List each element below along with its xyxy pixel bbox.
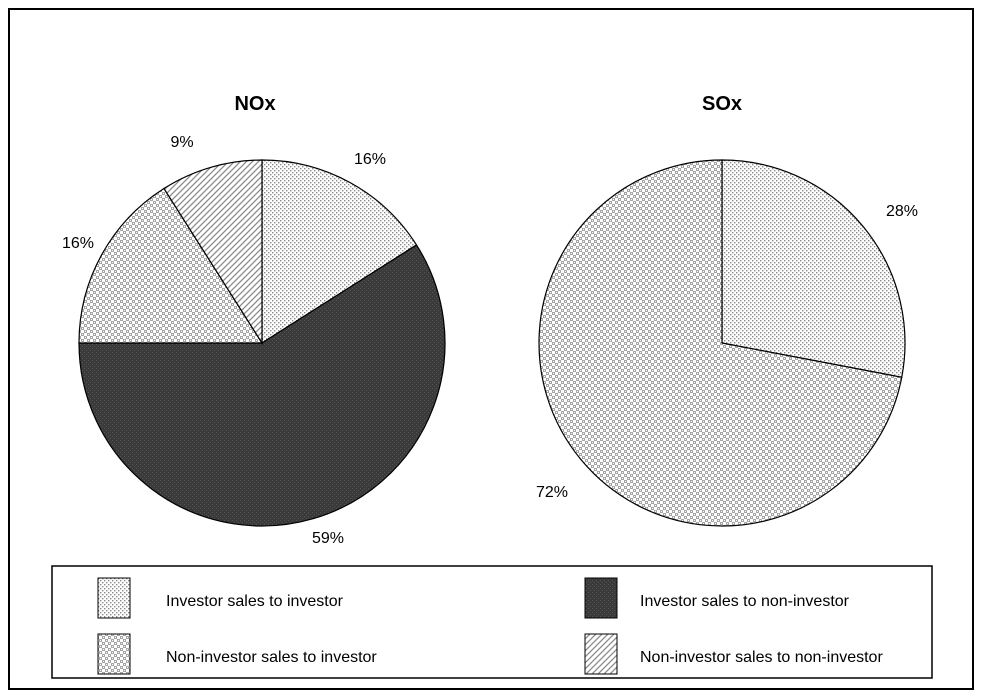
pie-label-sox-non-investor-sales-to-investor: 72% [536,484,568,501]
legend-swatch-investor-to-non-investor [585,578,617,618]
legend-label-investor-to-investor: Investor sales to investor [166,593,344,610]
legend-label-investor-to-non-investor: Investor sales to non-investor [640,593,850,610]
pie-sox: 28% 72% [536,160,918,526]
pie-label-nox-investor-sales-to-investor: 16% [354,151,386,168]
pie-title-sox: SOx [702,93,742,115]
legend-swatch-investor-to-investor [98,578,130,618]
legend-swatch-non-investor-to-investor [98,634,130,674]
pie-label-nox-non-investor-sales-to-investor: 16% [62,235,94,252]
pie-title-nox: NOx [234,93,275,115]
pie-label-sox-investor-sales-to-investor: 28% [886,203,918,220]
pie-label-nox-non-investor-sales-to-non-investor: 9% [170,134,193,151]
legend-label-non-investor-to-investor: Non-investor sales to investor [166,649,377,666]
legend: Investor sales to investor Investor sale… [52,566,932,678]
legend-swatch-non-investor-to-non-investor [585,634,617,674]
pie-label-nox-investor-sales-to-non-investor: 59% [312,530,344,547]
pie-nox: 16% 59% 16% 9% [62,134,445,547]
legend-label-non-investor-to-non-investor: Non-investor sales to non-investor [640,649,883,666]
pie-slice-sox-investor-sales-to-investor [722,160,905,377]
